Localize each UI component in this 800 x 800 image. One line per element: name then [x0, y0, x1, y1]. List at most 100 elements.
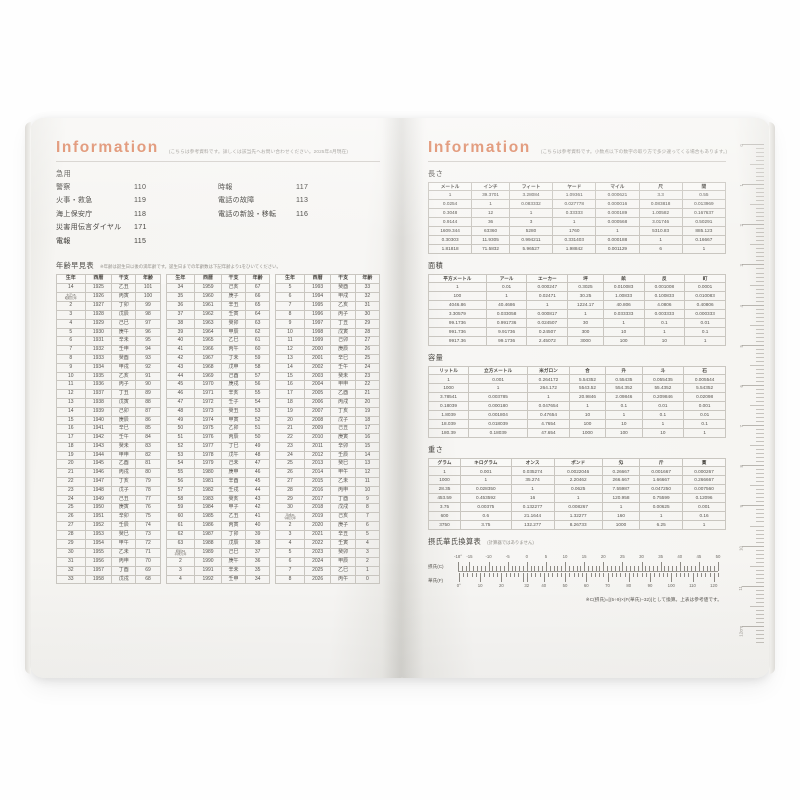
table-cell: 2014: [303, 468, 332, 478]
table-cell: 1937: [84, 389, 113, 399]
table-cell: 甲辰: [330, 557, 356, 567]
table-cell: 0.00375: [459, 501, 512, 512]
emergency-row: 海上保安庁 118: [56, 209, 218, 219]
table-cell: 16: [354, 433, 381, 443]
scale-tick: [511, 566, 513, 571]
temperature-scale-chart: 摂氏(C) 華氏(F) -18° -15 -10 -5 0 5 10 15 20 25 30 35 40…: [428, 550, 726, 594]
length-conversion-table: メートル インチ フィート ヤード マイル尺間 1 39.3701 3.28084 1.093…: [427, 181, 727, 254]
column-separator: [159, 389, 167, 399]
table-cell: 1: [468, 383, 529, 394]
ruler-tick: [750, 364, 764, 366]
column-separator: [269, 345, 277, 355]
right-page: Information (こちらは参考資料です。小数点以下の数字の取り方で多少違…: [402, 118, 770, 678]
table-cell: 26: [275, 468, 305, 478]
scale-tick: [496, 566, 497, 571]
table-cell: 101: [135, 283, 161, 294]
table-row: 28.35 0.028350 1 0.0625 7.55987 0.047250 0.007…: [428, 484, 726, 494]
fahrenheit-tick-label: 110: [689, 582, 696, 588]
table-cell: 大正15 昭和元年: [56, 292, 86, 303]
table-row: 2 1927 丁卯 99 36 1961 辛丑 65 7 1995 乙亥 31: [56, 301, 381, 312]
scale-tick: [679, 572, 681, 578]
ruler-tick: [756, 461, 764, 462]
table-cell: 1957: [84, 565, 113, 576]
ruler-tick: [756, 581, 764, 583]
ruler-tick: [756, 569, 764, 571]
table-cell: 1988: [194, 538, 222, 549]
table-cell: 49: [165, 415, 196, 426]
scale-tick: [695, 566, 696, 571]
table-cell: 1969: [194, 371, 222, 382]
table-cell: 0.000247: [526, 282, 569, 293]
table-cell: 1929: [84, 318, 113, 329]
column-separator: [159, 398, 167, 408]
table-cell: 0.18039: [427, 400, 470, 411]
table-cell: 1986: [194, 521, 222, 532]
column-separator: [269, 575, 277, 584]
ruler-tick: [756, 573, 764, 575]
table-row: 0.30303 11.9305 0.994211 0.331403 0.000188 1 0…: [427, 234, 727, 245]
table-cell: 52: [165, 441, 196, 452]
table-cell: 1609.344: [427, 225, 473, 236]
scale-tick: [709, 572, 711, 578]
table-cell: 5: [354, 530, 381, 540]
table-cell: 丁卯: [220, 530, 247, 540]
table-cell: 甲午: [111, 538, 137, 549]
table-cell: 55: [165, 468, 196, 478]
table-cell: 壬寅: [220, 310, 247, 320]
table-cell: 戊辰: [111, 310, 137, 320]
table-cell: 0.0022046: [553, 466, 603, 477]
table-cell: 5.54352: [683, 383, 726, 394]
celsius-tick-label: 45: [696, 553, 702, 559]
table-cell: 壬申: [111, 345, 137, 356]
table-cell: 58: [245, 362, 271, 373]
table-cell: 13: [275, 354, 305, 364]
table-cell: 3: [275, 530, 305, 540]
table-row: 12 1937 丁丑 89 46 1971 辛亥 55 17 2005 乙酉 21: [56, 389, 381, 399]
table-cell: 0.00625: [639, 501, 684, 512]
scale-tick: [556, 572, 558, 578]
celsius-tick-label: 40: [677, 553, 683, 559]
table-cell: 0.47654: [527, 409, 570, 420]
scale-tick: [549, 566, 551, 571]
length-section-title: 長さ: [428, 168, 444, 178]
table-cell: 0.001008: [643, 282, 686, 293]
table-cell: 60: [165, 512, 196, 523]
table-cell: 辛未: [220, 565, 247, 576]
table-cell: 17: [275, 389, 305, 399]
table-cell: 丙申: [330, 485, 356, 496]
table-cell: 2: [354, 557, 381, 567]
ruler-tick: [756, 609, 764, 611]
emergency-numbers-list: 警察 110 火事・救急 119 海上保安庁 118 災害用伝言ダイヤル 171 電報 115 時…: [56, 182, 380, 250]
table-cell: 1000: [427, 383, 470, 394]
scale-tick: [458, 561, 459, 571]
scale-tick: [710, 566, 711, 571]
scale-tick: [675, 566, 677, 571]
table-cell: 53: [245, 406, 271, 417]
table-cell: 2009: [303, 424, 332, 435]
column-separator: [269, 398, 277, 408]
table-cell: 80: [135, 468, 161, 478]
scale-tick: [675, 572, 677, 578]
ruler-tick: [756, 356, 764, 358]
table-cell: 0.0625: [553, 484, 603, 494]
scale-tick: [538, 566, 539, 571]
table-cell: 2017: [303, 494, 332, 505]
table-row: 14 1925 乙丑 101 34 1959 己亥 67 5 1993 癸酉 33: [56, 283, 381, 294]
scale-tick: [620, 572, 621, 578]
table-cell: 1: [428, 466, 461, 477]
scale-tick: [684, 572, 685, 578]
volume-section-title: 容量: [428, 352, 444, 362]
table-cell: 16: [510, 493, 555, 503]
scale-tick: [687, 566, 688, 571]
table-row: 1 0.001 0.035274 0.0022046 0.26667 0.001667 0.…: [428, 466, 726, 477]
table-cell: 11: [56, 380, 86, 391]
ruler-tick: [756, 192, 764, 193]
emergency-label: 電話の故障: [218, 196, 255, 205]
table-cell: 0.16: [682, 510, 726, 521]
ruler-tick: [742, 465, 764, 466]
table-cell: 8: [275, 310, 305, 320]
ruler-tick: [756, 396, 764, 398]
table-cell: 甲辰: [220, 327, 247, 338]
table-cell: 0.1: [605, 400, 643, 411]
